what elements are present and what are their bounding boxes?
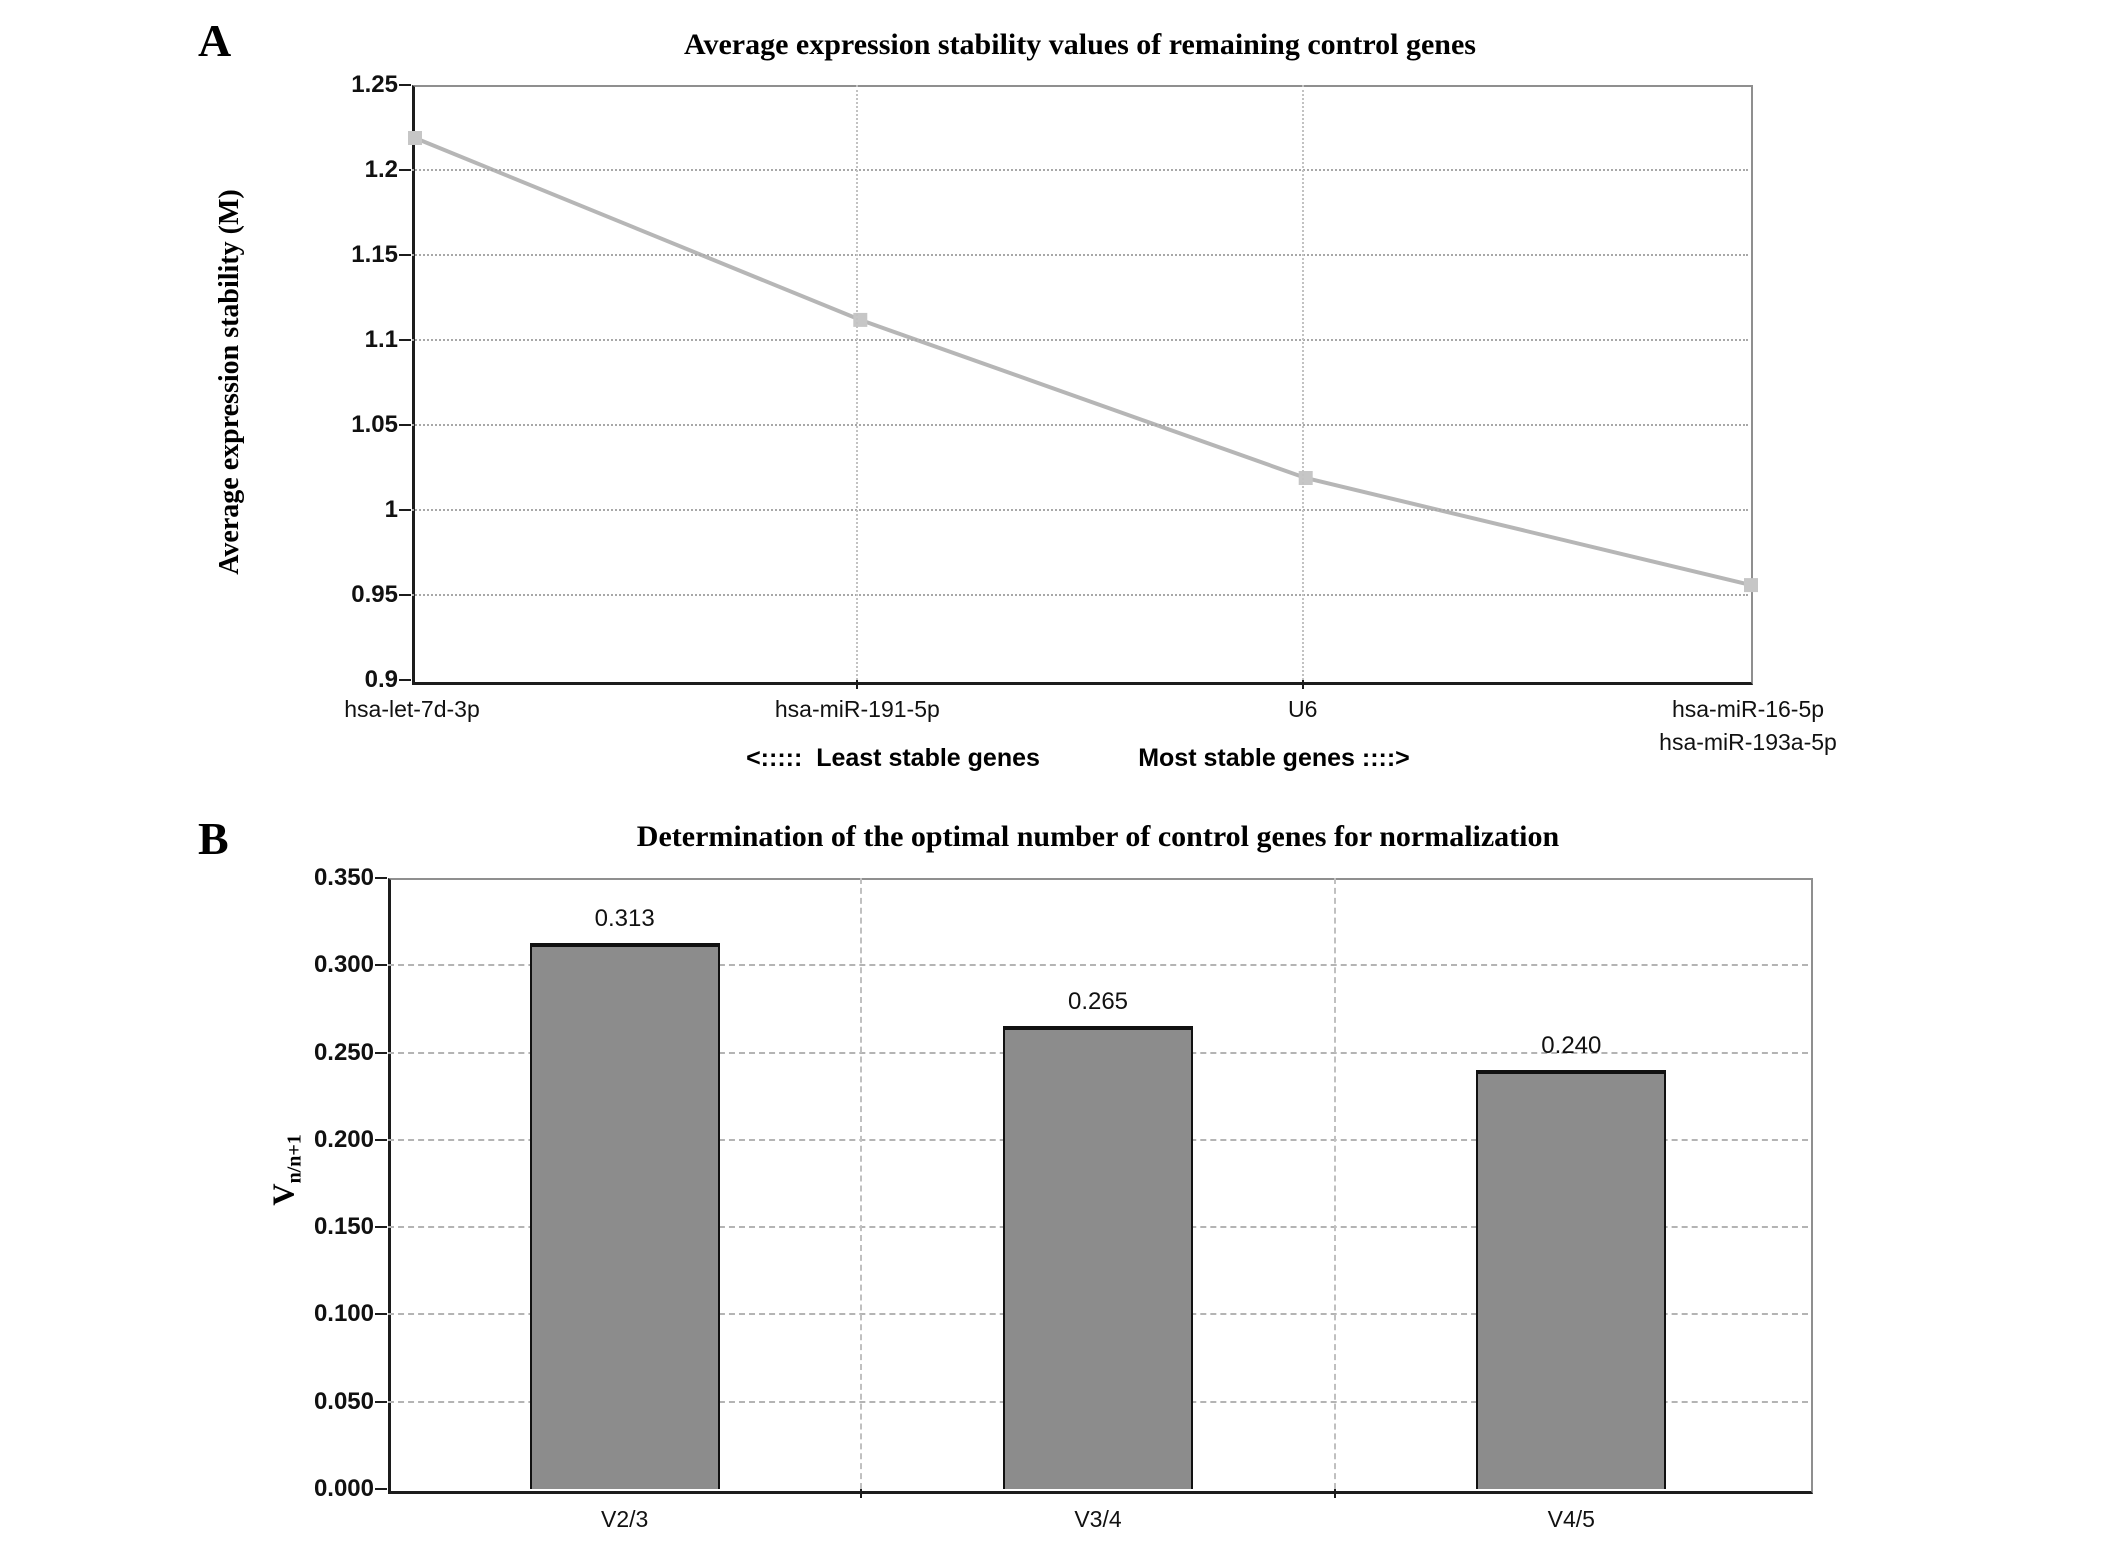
- x-tick-mark: [1333, 1489, 1336, 1498]
- y-tick-label: 0.000: [313, 1475, 374, 1502]
- category-label: V3/4: [1074, 1506, 1122, 1532]
- horizontal-gridline: [412, 424, 1748, 426]
- vertical-gridline: [1301, 85, 1304, 680]
- y-tick-label: 0.150: [313, 1213, 374, 1241]
- panel-a-label: A: [198, 15, 232, 66]
- y-tick-label: 0.300: [313, 951, 374, 979]
- panel-a-title: Average expression stability values of r…: [684, 28, 1476, 61]
- bar-value-label: 0.240: [1541, 1032, 1602, 1060]
- horizontal-gridline: [412, 339, 1748, 341]
- y-tick-label: 1.05: [351, 411, 398, 438]
- panel-a-plot-area: [408, 85, 1758, 685]
- y-tick-mark: [375, 1400, 387, 1403]
- y-tick-mark: [375, 1313, 387, 1316]
- y-tick-label: 0.9: [364, 666, 398, 693]
- y-tick-label: 1.15: [351, 241, 398, 268]
- panel-b-label: B: [198, 813, 229, 864]
- y-tick-label: 1: [384, 496, 398, 523]
- category-label: V2/3: [600, 1506, 649, 1532]
- horizontal-gridline: [412, 509, 1748, 511]
- vertical-gridline: [860, 878, 863, 1489]
- panel-b-title: Determination of the optimal number of c…: [636, 820, 1560, 853]
- category-label: hsa-miR-191-5p: [774, 696, 940, 722]
- y-tick-mark: [399, 594, 411, 596]
- horizontal-gridline: [412, 594, 1748, 596]
- category-label: hsa-miR-16-5p hsa-miR-193a-5p: [1659, 696, 1837, 756]
- bar-value-label: 0.265: [1067, 988, 1129, 1016]
- y-tick-label: 0.050: [313, 1387, 374, 1415]
- category-label: U6: [1287, 696, 1318, 722]
- y-tick-mark: [399, 679, 411, 681]
- data-point-marker: [408, 131, 422, 145]
- y-tick-label: 0.100: [313, 1300, 374, 1328]
- horizontal-gridline: [388, 964, 1808, 967]
- vertical-gridline: [856, 85, 859, 680]
- y-tick-label: 1.2: [364, 156, 398, 183]
- y-tick-mark: [399, 509, 411, 511]
- y-tick-label: 1.25: [351, 71, 398, 98]
- y-tick-mark: [399, 339, 411, 341]
- bar-value-label: 0.313: [594, 904, 655, 932]
- horizontal-gridline: [412, 254, 1748, 256]
- panel-a-y-axis-label: Average expression stability (M): [214, 189, 245, 575]
- y-tick-label: 0.200: [313, 1125, 374, 1153]
- horizontal-gridline: [412, 169, 1748, 171]
- x-tick-mark: [856, 680, 859, 689]
- y-tick-label: 0.350: [313, 864, 374, 891]
- category-label: hsa-let-7d-3p: [344, 696, 480, 722]
- y-tick-mark: [399, 424, 411, 426]
- y-tick-mark: [375, 964, 387, 967]
- y-tick-mark: [375, 1138, 387, 1141]
- y-tick-mark: [399, 84, 411, 86]
- x-tick-mark: [1301, 680, 1304, 689]
- most-stable-genes-annotation: Most stable genes ::::>: [1138, 744, 1410, 772]
- y-tick-mark: [375, 1051, 387, 1054]
- line-series: [408, 131, 1758, 593]
- y-tick-label: 0.95: [351, 581, 398, 608]
- y-tick-mark: [375, 877, 387, 879]
- least-stable-genes-annotation: <::::: Least stable genes: [746, 744, 1040, 772]
- category-label: V4/5: [1547, 1506, 1595, 1532]
- vertical-gridline: [1333, 878, 1336, 1489]
- y-tick-mark: [375, 1226, 387, 1229]
- y-tick-mark: [399, 254, 411, 256]
- y-tick-mark: [399, 169, 411, 171]
- data-point-marker: [1744, 578, 1758, 593]
- y-tick-label: 0.250: [313, 1038, 374, 1066]
- bar-v3-4: [1003, 1026, 1193, 1489]
- y-tick-label: 1.1: [364, 326, 398, 353]
- x-tick-mark: [860, 1489, 863, 1498]
- y-axis-label-base: V: [265, 1183, 301, 1206]
- y-tick-mark: [375, 1488, 387, 1490]
- stability-line: [414, 136, 1752, 588]
- bar-v4-5: [1476, 1070, 1667, 1489]
- bar-v2-3: [529, 942, 720, 1489]
